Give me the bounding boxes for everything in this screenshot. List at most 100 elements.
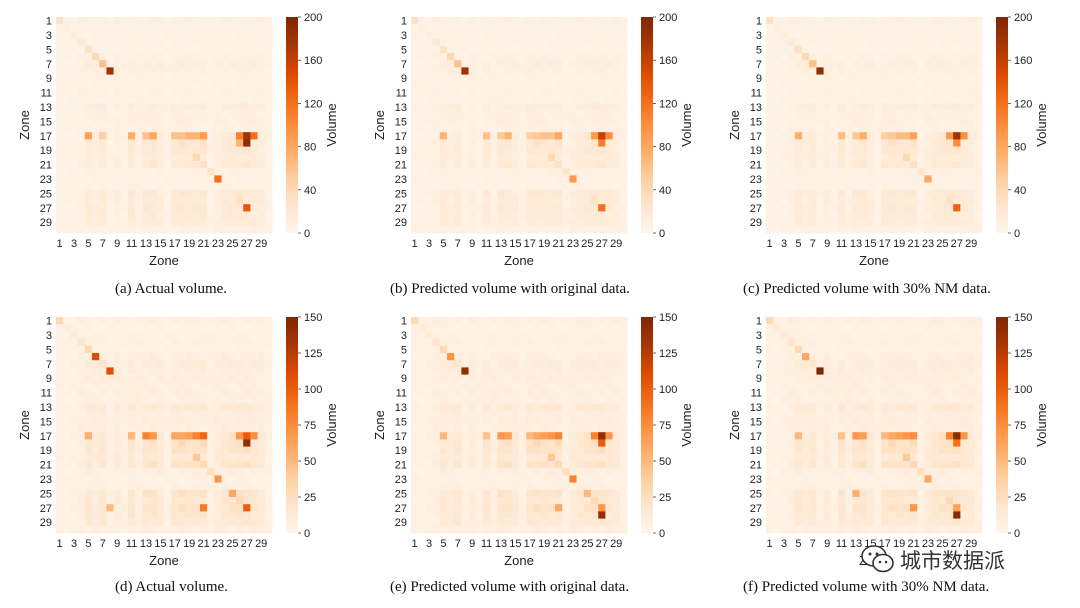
heatmap-cell xyxy=(454,17,462,25)
heatmap-cell xyxy=(468,497,477,505)
heatmap-cell xyxy=(77,324,86,332)
heatmap-cell xyxy=(128,497,136,505)
heatmap-cell xyxy=(200,45,208,54)
heatmap-cell xyxy=(591,225,599,234)
heatmap-cell xyxy=(149,182,158,191)
heatmap-cell xyxy=(547,38,556,47)
heatmap-cell xyxy=(257,367,266,375)
y-tick-label: 15 xyxy=(395,416,407,428)
heatmap-cell xyxy=(243,161,251,169)
heatmap-cell xyxy=(264,24,273,32)
heatmap-cell xyxy=(483,518,491,527)
heatmap-cell xyxy=(881,17,889,25)
heatmap-cell xyxy=(888,218,896,227)
heatmap-cell xyxy=(113,432,122,440)
heatmap-cell xyxy=(583,453,592,462)
y-tick-label: 5 xyxy=(756,44,762,56)
heatmap-cell xyxy=(454,374,462,383)
heatmap-cell xyxy=(547,360,556,368)
heatmap-cell xyxy=(214,446,222,455)
heatmap-cell xyxy=(149,461,158,469)
heatmap-cell xyxy=(142,417,150,426)
heatmap-cell xyxy=(461,96,469,104)
heatmap-cell xyxy=(773,331,781,339)
heatmap-cell xyxy=(483,182,491,191)
heatmap-cell xyxy=(425,525,433,534)
heatmap-cell xyxy=(946,161,954,169)
heatmap-cell xyxy=(475,53,484,61)
heatmap-cell xyxy=(99,446,107,455)
heatmap-cell xyxy=(228,367,237,375)
heatmap-cell xyxy=(447,139,455,147)
heatmap-cell xyxy=(63,367,71,375)
heatmap-cell xyxy=(63,132,71,140)
heatmap-cell xyxy=(504,146,513,155)
heatmap-cell xyxy=(845,211,853,219)
heatmap-cell xyxy=(221,461,230,469)
heatmap-cell xyxy=(164,182,172,191)
heatmap-cell xyxy=(540,110,549,119)
heatmap-cell xyxy=(533,175,541,183)
heatmap-cell xyxy=(619,345,628,354)
heatmap-cell xyxy=(598,374,606,383)
heatmap-cell xyxy=(917,38,925,47)
heatmap-cell xyxy=(766,110,774,119)
heatmap-cell xyxy=(418,345,426,354)
heatmap-cell xyxy=(164,189,172,198)
heatmap-cell xyxy=(156,89,165,97)
heatmap-cell xyxy=(106,60,114,68)
heatmap-cell xyxy=(192,103,201,111)
heatmap-cell xyxy=(418,475,426,483)
y-tick-label: 13 xyxy=(40,102,52,114)
heatmap-cell xyxy=(910,360,918,368)
heatmap-cell xyxy=(77,504,86,512)
heatmap-cell xyxy=(780,53,788,61)
heatmap-cell xyxy=(447,367,455,375)
heatmap-cell xyxy=(547,396,556,404)
heatmap-cell xyxy=(92,175,100,183)
heatmap-cell xyxy=(519,417,527,426)
heatmap-cell xyxy=(214,338,222,347)
heatmap-cell xyxy=(483,60,491,68)
heatmap-cell xyxy=(77,389,86,397)
heatmap-cell xyxy=(257,374,266,383)
heatmap-cell xyxy=(816,96,824,104)
heatmap-cell xyxy=(200,60,208,68)
heatmap-cell xyxy=(185,110,194,119)
heatmap-cell xyxy=(787,67,796,75)
heatmap-cell xyxy=(967,53,976,61)
heatmap-cell xyxy=(192,367,201,375)
heatmap-cell xyxy=(475,453,484,462)
heatmap-cell xyxy=(619,461,628,469)
heatmap-cell xyxy=(156,475,165,483)
heatmap-cell xyxy=(605,353,613,361)
heatmap-cell xyxy=(931,60,940,68)
heatmap-cell xyxy=(895,367,904,375)
heatmap-cell xyxy=(895,45,904,54)
heatmap-cell xyxy=(816,146,824,155)
heatmap-cell xyxy=(823,74,832,83)
heatmap-cell xyxy=(766,197,774,205)
heatmap-cell xyxy=(475,482,484,491)
heatmap-cell xyxy=(236,504,244,512)
heatmap-cell xyxy=(439,518,448,527)
heatmap-cell xyxy=(200,439,208,447)
y-tick-label: 5 xyxy=(46,344,52,356)
heatmap-cell xyxy=(178,410,186,419)
heatmap-cell xyxy=(974,153,983,162)
heatmap-cell xyxy=(77,60,86,68)
heatmap-cell xyxy=(787,324,796,332)
heatmap-cell xyxy=(178,103,186,111)
heatmap-cell xyxy=(576,461,585,469)
heatmap-cell xyxy=(569,218,577,227)
y-tick-label: 1 xyxy=(46,316,52,328)
heatmap-cell xyxy=(895,189,904,198)
heatmap-cell xyxy=(185,360,194,368)
heatmap-cell xyxy=(77,432,86,440)
heatmap-cell xyxy=(128,360,136,368)
heatmap-cell xyxy=(432,81,441,90)
heatmap-cell xyxy=(228,410,237,419)
heatmap-cell xyxy=(454,117,462,126)
y-tick-label: 29 xyxy=(395,217,407,229)
heatmap-cell xyxy=(598,403,606,411)
